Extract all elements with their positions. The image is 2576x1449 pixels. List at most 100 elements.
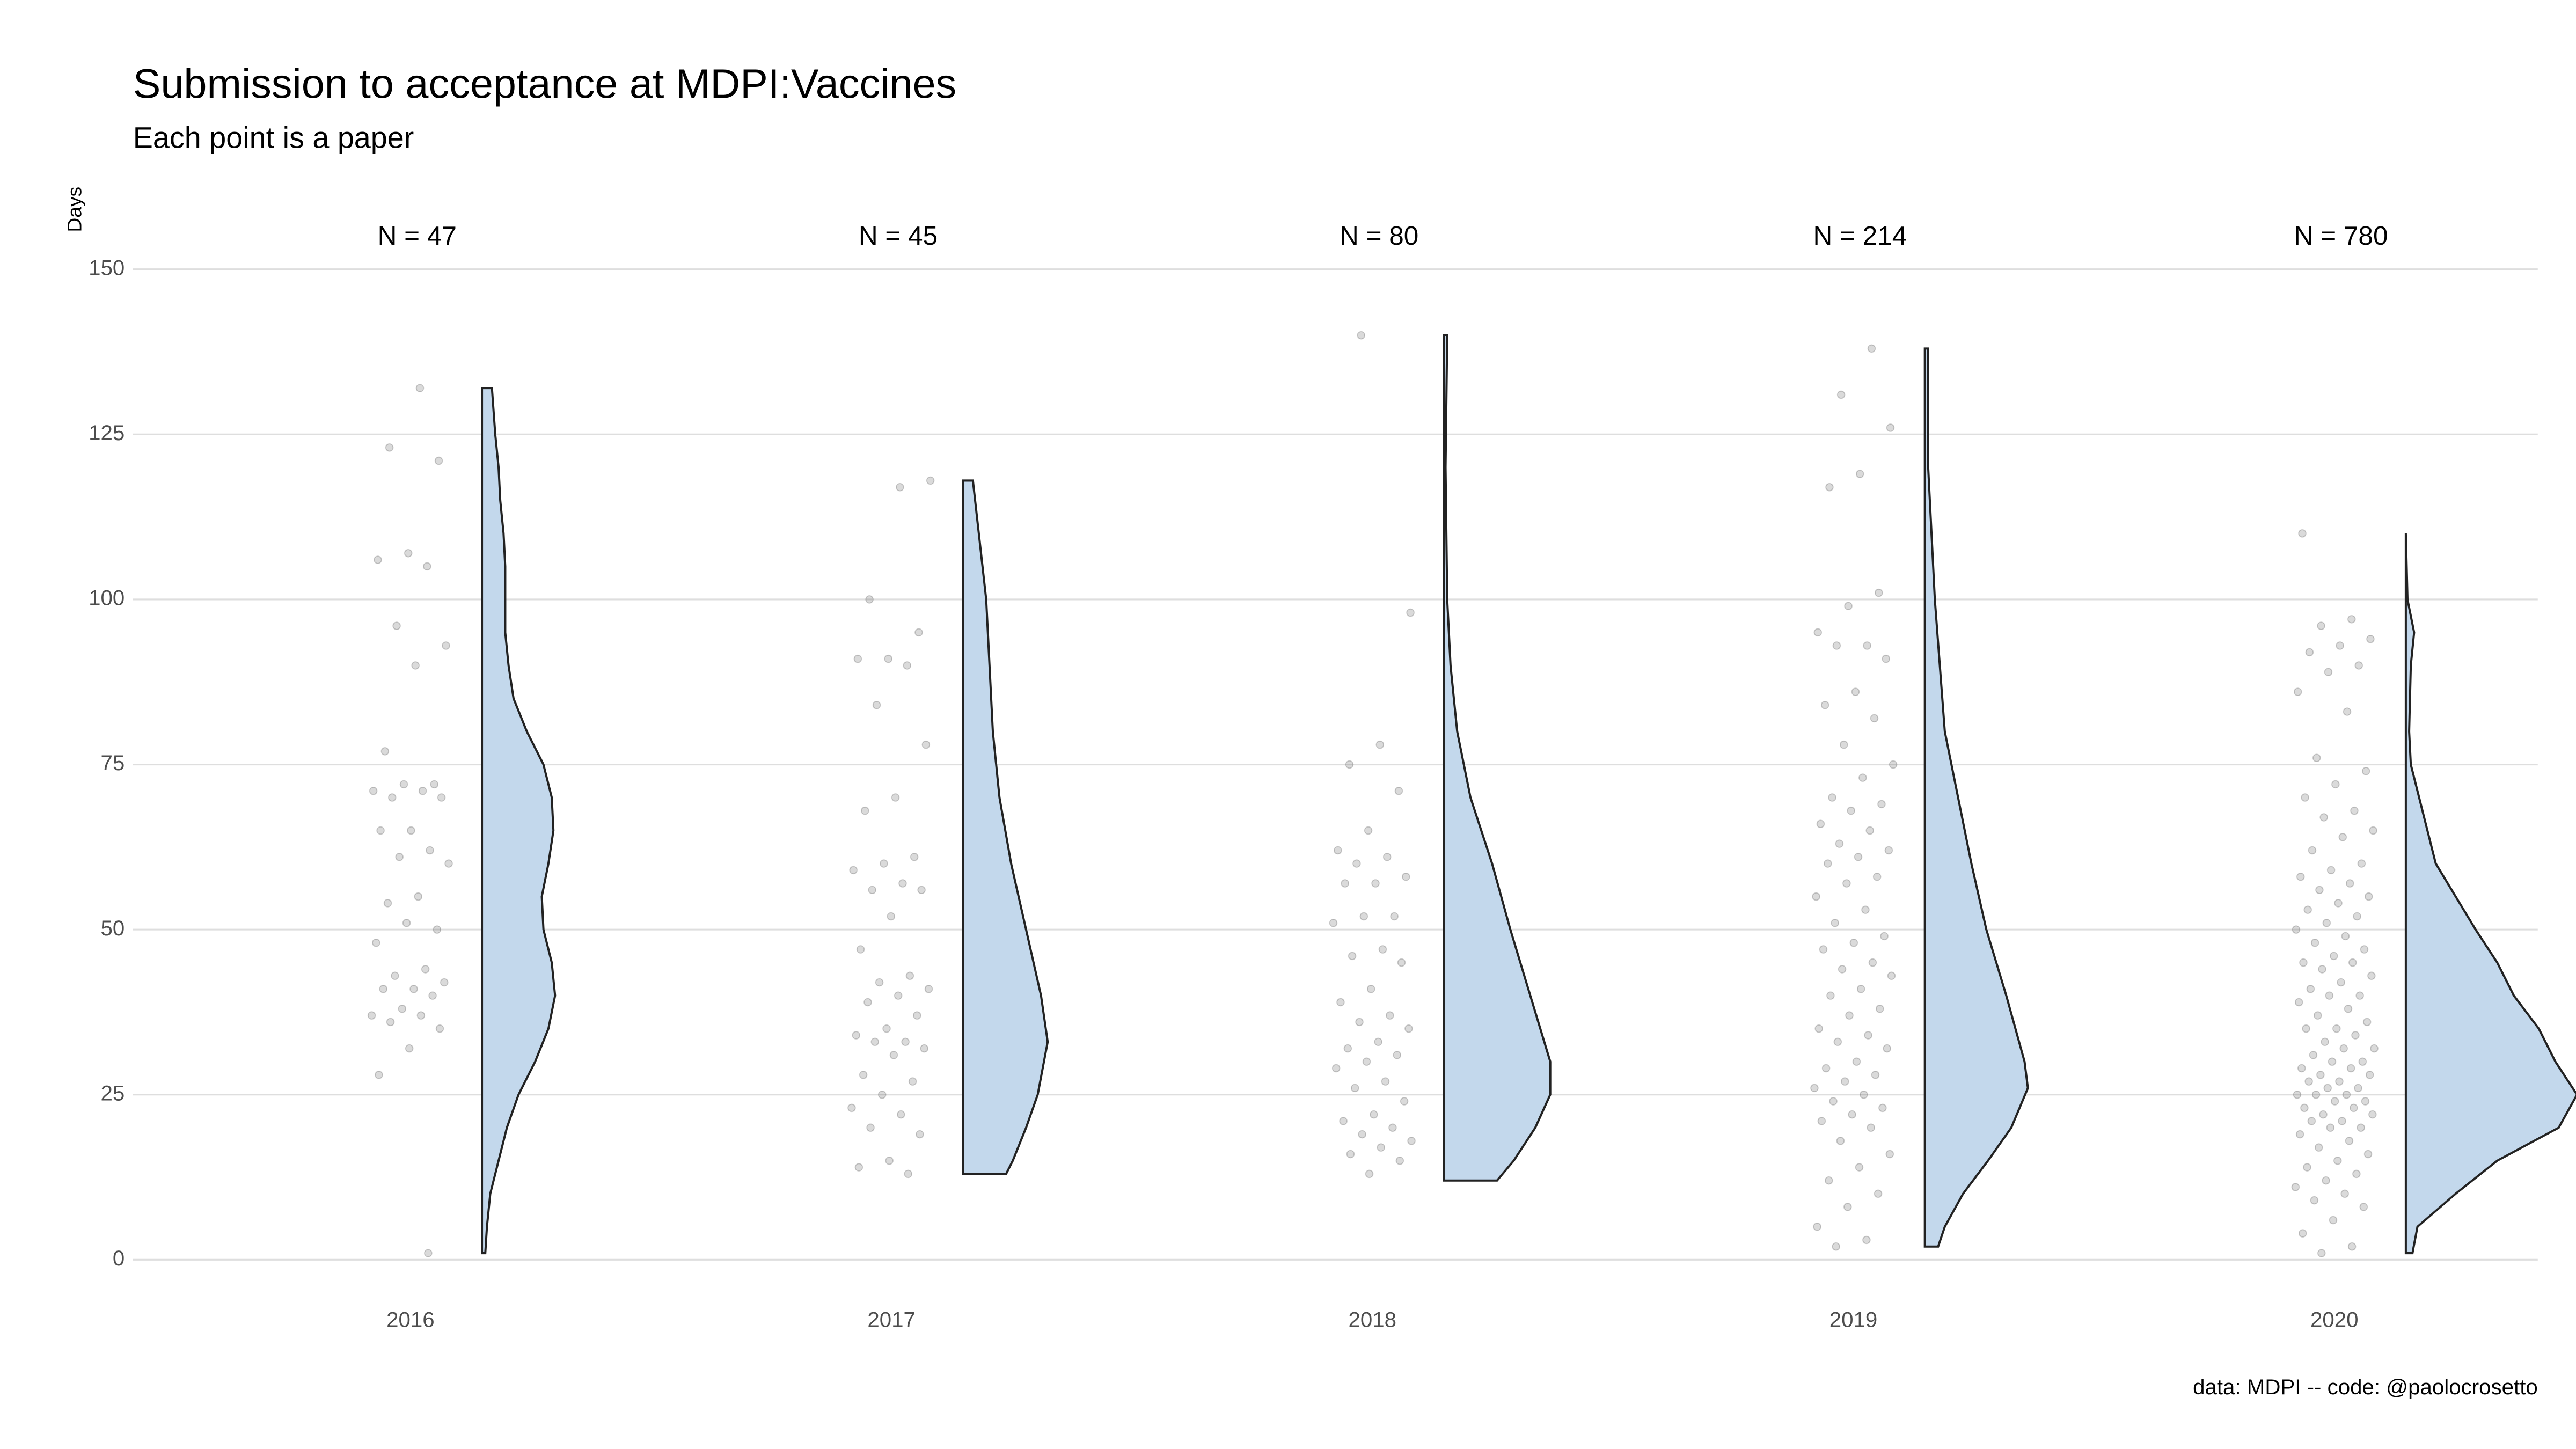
point <box>2345 879 2354 888</box>
point <box>1829 1097 1838 1106</box>
point <box>2366 634 2375 643</box>
point <box>1388 1123 1397 1132</box>
point <box>2303 1163 2311 1172</box>
point <box>875 978 884 987</box>
point <box>904 1169 912 1179</box>
violin <box>1443 334 1552 1182</box>
point <box>877 1091 887 1099</box>
point <box>2326 866 2336 875</box>
point <box>1826 991 1835 1000</box>
point <box>416 1011 426 1020</box>
point <box>870 1037 880 1046</box>
point <box>916 1130 924 1139</box>
point <box>407 826 415 835</box>
point <box>1402 872 1410 881</box>
point <box>437 793 446 802</box>
point <box>1355 1018 1364 1027</box>
point <box>2314 1143 2323 1152</box>
point <box>1329 919 1338 927</box>
point <box>2319 813 2328 822</box>
point <box>2330 1097 2339 1106</box>
point <box>2293 1091 2302 1099</box>
point <box>1885 1150 1894 1159</box>
point <box>1348 952 1357 961</box>
point <box>1813 628 1823 637</box>
point <box>2291 1183 2300 1191</box>
point <box>896 482 904 492</box>
point <box>2335 1077 2344 1086</box>
point <box>1836 1137 1845 1145</box>
point <box>1884 846 1893 855</box>
point <box>2310 938 2319 947</box>
point <box>1842 879 1851 888</box>
point <box>1840 1077 1849 1086</box>
point <box>859 1071 868 1079</box>
point <box>1858 773 1867 782</box>
point <box>898 879 907 888</box>
point <box>1867 344 1876 353</box>
point <box>1856 985 1865 993</box>
point <box>2306 985 2315 993</box>
point <box>847 1103 856 1113</box>
point <box>2326 1123 2335 1132</box>
point <box>852 1031 860 1040</box>
point <box>2339 1044 2348 1053</box>
point <box>894 991 903 1000</box>
point <box>2332 1024 2341 1033</box>
point <box>926 476 935 485</box>
point <box>2293 687 2302 696</box>
point <box>1862 1235 1871 1245</box>
point <box>2368 1110 2377 1119</box>
point <box>426 846 434 855</box>
y-tick-label: 50 <box>100 916 125 940</box>
point <box>2322 1176 2330 1185</box>
point <box>1813 1223 1821 1231</box>
point <box>917 885 926 895</box>
point <box>1849 938 1858 947</box>
point <box>1874 1189 1883 1198</box>
point <box>1341 879 1349 888</box>
point <box>399 780 408 789</box>
y-tick-label: 125 <box>89 421 125 445</box>
point <box>2299 958 2308 967</box>
point <box>1397 958 1406 967</box>
point <box>2354 1084 2362 1093</box>
point <box>404 549 413 558</box>
point <box>2331 780 2340 789</box>
point <box>1887 971 1896 980</box>
point <box>2316 1071 2325 1079</box>
point <box>398 1005 407 1013</box>
point <box>385 443 394 452</box>
point <box>1375 740 1385 749</box>
point <box>1870 714 1879 723</box>
point <box>2346 1064 2355 1073</box>
point <box>1334 846 1342 855</box>
point <box>2341 932 2350 941</box>
point <box>1378 945 1387 954</box>
point <box>1339 1117 1348 1125</box>
point <box>2305 648 2314 657</box>
point <box>914 628 923 637</box>
n-label: N = 45 <box>859 221 938 251</box>
point <box>1886 423 1895 432</box>
point <box>1838 965 1847 974</box>
point <box>908 1077 917 1086</box>
point <box>1832 1242 1840 1251</box>
point <box>2296 872 2305 881</box>
x-tick-label: 2017 <box>867 1308 916 1332</box>
y-axis-label: Days <box>63 187 86 232</box>
point <box>2336 641 2344 650</box>
point <box>430 780 438 789</box>
point <box>921 740 931 749</box>
point <box>2322 919 2331 927</box>
point <box>1831 919 1839 927</box>
point <box>1876 1005 1884 1013</box>
point <box>2295 1130 2304 1139</box>
point <box>1863 641 1871 650</box>
point <box>2362 1018 2372 1027</box>
point <box>1868 958 1877 967</box>
x-tick-label: 2016 <box>386 1308 435 1332</box>
point <box>2342 1091 2351 1099</box>
point <box>421 965 430 974</box>
point <box>1855 470 1864 478</box>
